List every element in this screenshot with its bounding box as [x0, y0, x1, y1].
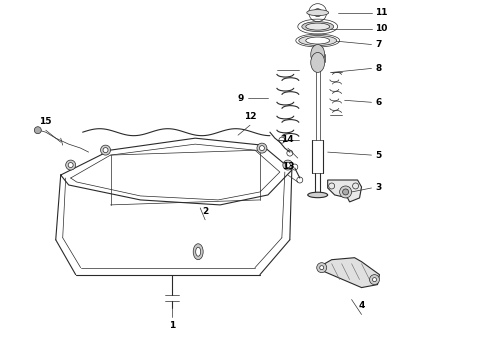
- Ellipse shape: [306, 37, 330, 44]
- Circle shape: [372, 278, 376, 282]
- Circle shape: [340, 186, 352, 198]
- Polygon shape: [318, 258, 379, 288]
- Circle shape: [317, 263, 327, 273]
- Ellipse shape: [193, 244, 203, 260]
- Text: 3: 3: [375, 184, 382, 193]
- Text: 7: 7: [375, 40, 382, 49]
- Text: 10: 10: [375, 24, 388, 33]
- Text: 13: 13: [282, 162, 294, 171]
- Text: 5: 5: [375, 150, 382, 159]
- Text: 1: 1: [169, 321, 175, 330]
- Text: 8: 8: [375, 64, 382, 73]
- Text: 12: 12: [244, 112, 256, 121]
- Text: 6: 6: [375, 98, 382, 107]
- Circle shape: [369, 275, 379, 285]
- Circle shape: [314, 9, 322, 17]
- Polygon shape: [328, 180, 362, 202]
- Ellipse shape: [311, 53, 325, 72]
- Ellipse shape: [306, 23, 330, 30]
- Circle shape: [34, 127, 41, 134]
- Ellipse shape: [299, 36, 337, 45]
- Ellipse shape: [307, 10, 329, 15]
- Circle shape: [283, 160, 293, 170]
- Text: 15: 15: [40, 117, 52, 126]
- Circle shape: [68, 163, 73, 167]
- Circle shape: [257, 143, 267, 153]
- Text: 4: 4: [358, 301, 365, 310]
- Circle shape: [66, 160, 75, 170]
- Ellipse shape: [196, 247, 201, 256]
- Ellipse shape: [302, 22, 334, 32]
- Circle shape: [343, 189, 348, 195]
- Circle shape: [319, 266, 324, 270]
- Ellipse shape: [308, 192, 328, 198]
- Text: 11: 11: [375, 8, 388, 17]
- Text: 14: 14: [282, 135, 294, 144]
- Circle shape: [259, 146, 265, 150]
- Circle shape: [103, 148, 108, 153]
- Text: 9: 9: [238, 94, 244, 103]
- Text: 2: 2: [202, 207, 208, 216]
- Circle shape: [100, 145, 111, 155]
- Ellipse shape: [311, 45, 325, 64]
- Circle shape: [285, 163, 290, 167]
